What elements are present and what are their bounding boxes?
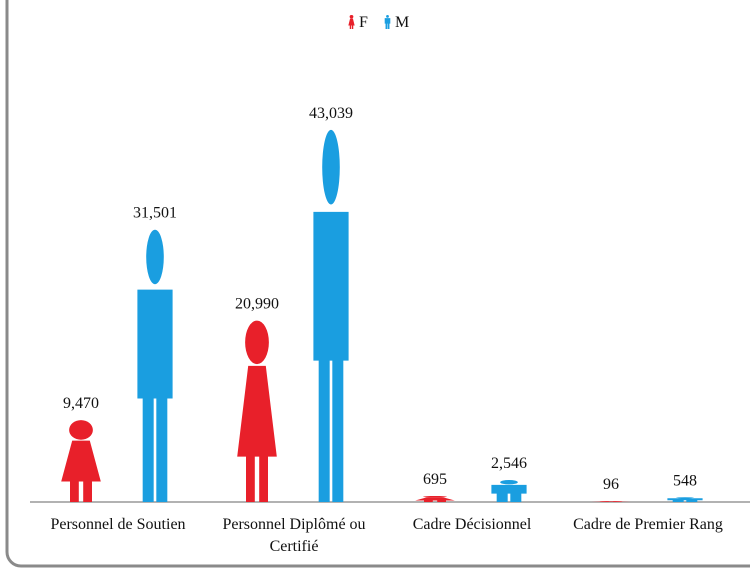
- category-label: Cadre Décisionnel: [412, 516, 532, 533]
- person-bar: [61, 420, 101, 502]
- person-bar: [137, 229, 173, 502]
- person-bar: [667, 497, 703, 502]
- value-label: 31,501: [133, 205, 177, 222]
- value-label: 96: [603, 476, 619, 493]
- person-bar: [491, 479, 527, 502]
- value-label: 20,990: [235, 296, 279, 313]
- category-label: Cadre de Premier Rang: [573, 516, 723, 533]
- value-label: 43,039: [309, 105, 353, 122]
- value-label: 2,546: [491, 455, 527, 472]
- value-label: 548: [673, 472, 697, 489]
- legend-icon: [348, 14, 355, 29]
- person-bar: [415, 495, 455, 502]
- person-bar: [237, 320, 277, 502]
- legend-label: M: [395, 14, 409, 31]
- value-label: 9,470: [63, 395, 99, 412]
- legend-icon: [384, 14, 391, 29]
- person-bar: [313, 129, 349, 503]
- person-bar: [591, 501, 631, 502]
- frame: [5, 0, 750, 568]
- value-label: 695: [423, 471, 447, 488]
- legend-label: F: [359, 14, 368, 31]
- category-label: Personnel Diplômé ou Certifié: [222, 516, 366, 555]
- category-label: Personnel de Soutien: [50, 516, 186, 533]
